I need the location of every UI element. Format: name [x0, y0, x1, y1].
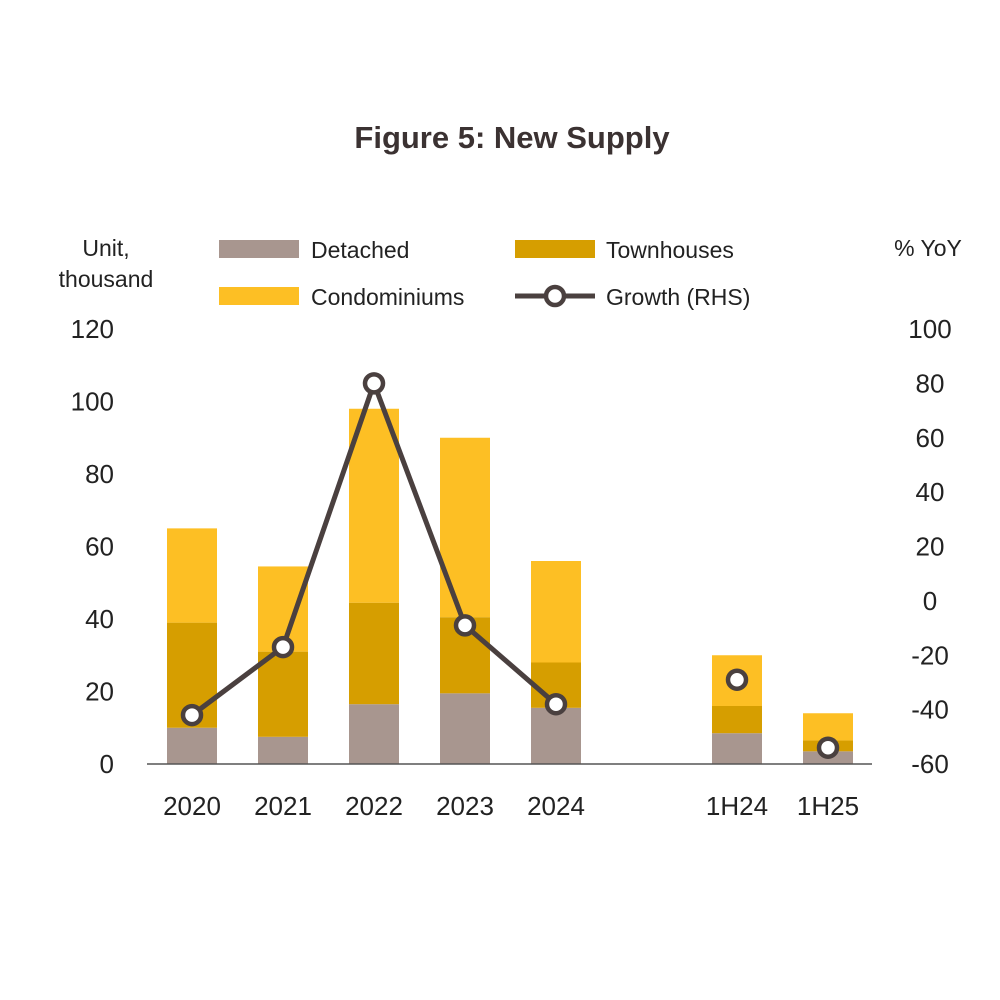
townhouses-bar — [712, 706, 762, 734]
left-tick-label: 120 — [71, 314, 114, 344]
condominiums-bar — [531, 561, 581, 663]
x-tick-label: 1H24 — [706, 791, 768, 821]
left-tick-label: 100 — [71, 387, 114, 417]
growth-marker — [271, 635, 295, 659]
townhouses-bar — [349, 602, 399, 705]
x-tick-label: 2024 — [527, 791, 585, 821]
chart-title: Figure 5: New Supply — [354, 120, 670, 155]
legend: Detached Townhouses Condominiums Growth … — [219, 237, 750, 310]
legend-townhouses-swatch — [515, 240, 595, 258]
left-axis-unit-line2: thousand — [59, 266, 154, 292]
condominiums-bar — [349, 408, 399, 603]
right-axis: -60 -40 -20 0 20 40 60 80 100 — [908, 314, 951, 779]
right-tick-label: 60 — [916, 423, 945, 453]
condominiums-bar — [167, 528, 217, 623]
growth-marker — [453, 614, 477, 637]
legend-growth-label: Growth (RHS) — [606, 284, 750, 310]
townhouses-bar — [258, 651, 308, 737]
legend-condominiums-swatch — [219, 287, 299, 305]
left-tick-label: 40 — [85, 604, 114, 634]
left-axis: 0 20 40 60 80 100 120 — [71, 314, 114, 779]
legend-detached-swatch — [219, 240, 299, 258]
legend-detached-label: Detached — [311, 237, 409, 263]
x-tick-label: 1H25 — [797, 791, 859, 821]
right-tick-label: -60 — [911, 749, 949, 779]
right-tick-label: 0 — [923, 586, 937, 616]
growth-marker — [816, 736, 840, 759]
left-tick-label: 20 — [85, 677, 114, 707]
x-axis-labels: 2020 2021 2022 2023 2024 1H24 1H25 — [163, 791, 859, 821]
condominiums-bar — [440, 437, 490, 618]
detached-bar — [712, 733, 762, 764]
right-tick-label: 80 — [916, 368, 945, 398]
detached-bar — [167, 727, 217, 764]
growth-marker — [180, 703, 204, 727]
left-tick-label: 60 — [85, 532, 114, 562]
right-tick-label: 100 — [908, 314, 951, 344]
left-tick-label: 80 — [85, 459, 114, 489]
right-axis-unit: % YoY — [894, 235, 962, 261]
legend-townhouses-label: Townhouses — [606, 237, 734, 263]
right-tick-label: -40 — [911, 695, 949, 725]
left-axis-unit-line1: Unit, — [82, 235, 129, 261]
legend-growth-marker — [543, 284, 567, 308]
legend-condominiums-label: Condominiums — [311, 284, 464, 310]
growth-marker — [725, 668, 749, 691]
left-tick-label: 0 — [100, 749, 114, 779]
x-tick-label: 2023 — [436, 791, 494, 821]
x-tick-label: 2022 — [345, 791, 403, 821]
growth-series — [180, 372, 840, 759]
detached-bar — [349, 704, 399, 764]
growth-marker — [544, 692, 568, 716]
right-tick-label: -20 — [911, 640, 949, 670]
right-tick-label: 40 — [916, 477, 945, 507]
x-tick-label: 2020 — [163, 791, 221, 821]
growth-marker — [362, 372, 386, 395]
detached-bar — [258, 736, 308, 764]
detached-bar — [440, 693, 490, 764]
condominiums-bar — [803, 713, 853, 741]
detached-bar — [531, 707, 581, 764]
right-tick-label: 20 — [916, 532, 945, 562]
bars — [167, 408, 853, 764]
x-tick-label: 2021 — [254, 791, 312, 821]
